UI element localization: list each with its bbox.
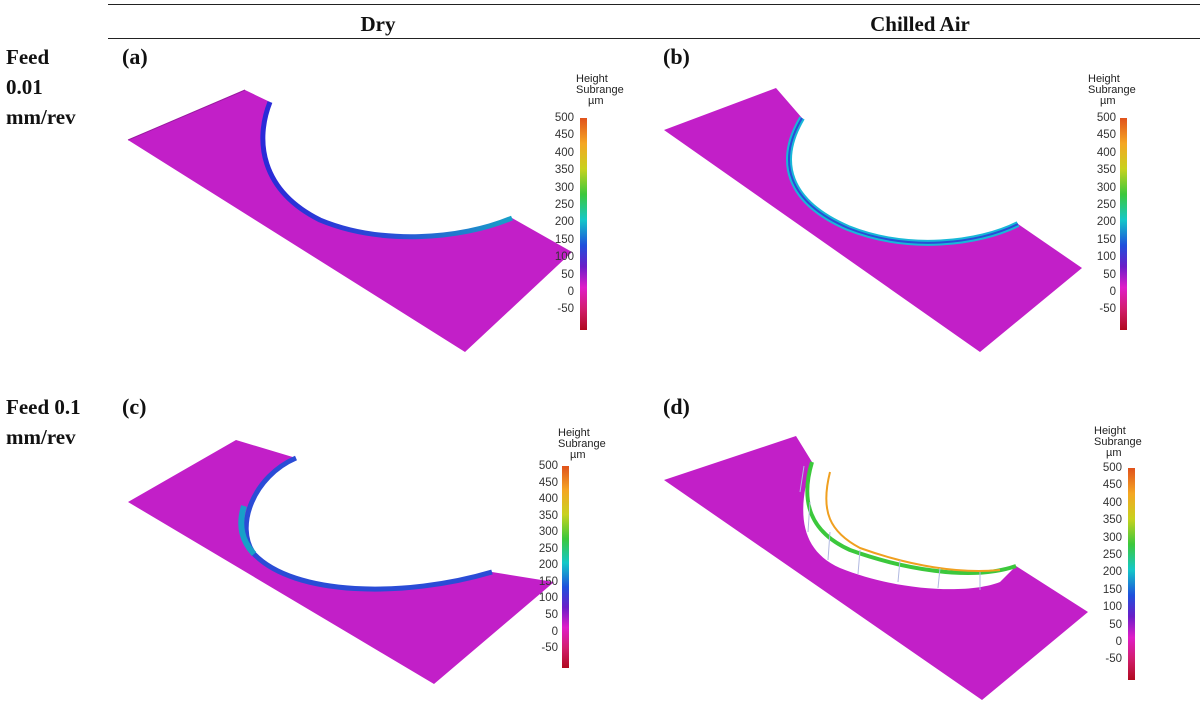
colorbar-tick-label: 200 [538,559,558,572]
colorbar-b [1120,118,1127,330]
colorbar-tick-label: 50 [561,268,574,281]
colorbar-tick-label: 200 [1096,216,1116,229]
colorbar-tick-label: 500 [1102,462,1122,474]
colorbar-tick-label: 450 [554,129,574,142]
row-header-line: 0.01 [6,75,43,99]
colorbar-tick-label: -50 [1099,303,1116,316]
colorbar-ticks-c: 500 450 400 350 300 250 200 150 100 50 0 -50 [524,460,558,670]
colorbar-title-d: Height Subrange µm [1094,426,1142,459]
colorbar-tick-label: 400 [1102,496,1122,509]
colorbar-title-line: µm [1106,447,1122,459]
colorbar-title-line: Subrange [1088,84,1136,96]
colorbar-tick-label: 300 [1102,531,1122,544]
colorbar-tick-label: 0 [1115,635,1122,648]
colorbar-title-line: Height [558,427,590,439]
colorbar-tick-label: 300 [538,526,558,539]
colorbar-tick-label: -50 [557,303,574,316]
colorbar-title-line: Subrange [1094,436,1142,448]
colorbar-ticks-d: 500 450 400 350 300 250 200 150 100 50 0 -50 [1088,462,1122,682]
colorbar-tick-label: 50 [1103,268,1116,281]
row-header-feed-001: Feed 0.01 mm/rev [6,42,106,132]
colorbar-title-line: µm [570,449,586,461]
colorbar-tick-label: 0 [551,625,558,638]
colorbar-tick-label: 350 [554,164,574,177]
colorbar-tick-label: 100 [538,592,558,605]
colorbar-d [1128,468,1135,680]
colorbar-tick-label: 450 [538,476,558,489]
colorbar-tick-label: 0 [1109,285,1116,298]
colorbar-tick-label: 350 [1096,164,1116,177]
colorbar-tick-label: 0 [567,285,574,298]
colorbar-tick-label: -50 [1105,653,1122,666]
colorbar-tick-label: 300 [554,181,574,194]
row-header-line: mm/rev [6,425,76,449]
panel-label-b: (b) [663,44,690,69]
row-header-line: Feed 0.1 [6,395,81,419]
colorbar-tick-label: 150 [538,575,558,588]
colorbar-tick-label: 250 [554,198,574,211]
colorbar-title-line: µm [588,95,604,107]
colorbar-tick-label: 450 [1096,129,1116,142]
colorbar-tick-label: 400 [554,146,574,159]
colorbar-title-a: Height Subrange µm [576,74,624,107]
colorbar-tick-label: 50 [1109,618,1122,631]
colorbar-tick-label: 350 [538,509,558,522]
surface-plot-d [664,436,1088,700]
colorbar-tick-label: 300 [1096,181,1116,194]
panel-label-d: (d) [663,394,690,419]
colorbar-c [562,466,569,668]
colorbar-title-line: Height [1088,73,1120,85]
top-rule [108,4,1200,5]
row-header-line: mm/rev [6,105,76,129]
colorbar-tick-label: 250 [538,542,558,555]
colorbar-tick-label: 250 [1096,198,1116,211]
colorbar-tick-label: 250 [1102,548,1122,561]
colorbar-tick-label: 400 [1096,146,1116,159]
colorbar-tick-label: 400 [538,493,558,506]
row-header-line: Feed [6,45,50,69]
surface-plot-b [664,88,1082,352]
surface-plot-a [127,89,572,352]
colorbar-title-line: µm [1100,95,1116,107]
colorbar-a [580,118,587,330]
colorbar-tick-label: 150 [554,233,574,246]
surface-plot-c [128,440,554,684]
column-header-chilled-air: Chilled Air [870,12,970,36]
colorbar-ticks-a: 500 450 400 350 300 250 200 150 100 50 0 -50 [540,112,574,332]
colorbar-tick-label: 150 [1102,583,1122,596]
colorbar-title-b: Height Subrange µm [1088,74,1136,107]
colorbar-tick-label: 450 [1102,479,1122,492]
colorbar-title-line: Subrange [558,438,606,450]
row-header-feed-01: Feed 0.1 mm/rev [6,392,106,452]
colorbar-tick-label: 200 [554,216,574,229]
colorbar-tick-label: 50 [545,609,558,622]
colorbar-tick-label: 150 [1096,233,1116,246]
header-rule [108,38,1200,39]
colorbar-title-line: Height [576,73,608,85]
colorbar-tick-label: 100 [1102,601,1122,614]
colorbar-tick-label: -50 [541,642,558,655]
colorbar-title-line: Subrange [576,84,624,96]
colorbar-tick-label: 100 [1096,251,1116,264]
colorbar-tick-label: 500 [554,112,574,124]
panel-label-a: (a) [122,44,148,69]
colorbar-ticks-b: 500 450 400 350 300 250 200 150 100 50 0 -50 [1082,112,1116,332]
colorbar-title-line: Height [1094,425,1126,437]
panel-label-c: (c) [122,394,147,419]
colorbar-tick-label: 500 [538,460,558,472]
column-header-dry: Dry [360,12,396,36]
colorbar-tick-label: 200 [1102,566,1122,579]
colorbar-tick-label: 100 [554,251,574,264]
colorbar-title-c: Height Subrange µm [558,428,606,461]
colorbar-tick-label: 350 [1102,514,1122,527]
colorbar-tick-label: 500 [1096,112,1116,124]
